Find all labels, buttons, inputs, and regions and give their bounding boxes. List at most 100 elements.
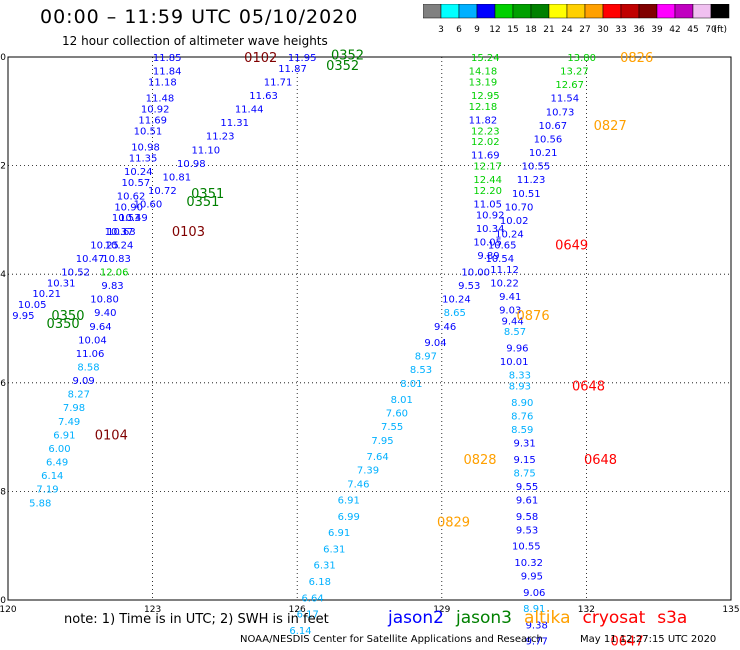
swh-data-point: 8.90: [511, 398, 533, 409]
swh-data-point: 6.99: [338, 512, 360, 523]
swh-data-point: 10.31: [47, 278, 76, 289]
y-tick-label: -50: [0, 53, 6, 63]
colorbar-tick: 9: [474, 25, 480, 35]
swh-data-point: 12.44: [473, 175, 502, 186]
colorbar-tick: 12: [489, 25, 500, 35]
colorbar-tick: 42: [669, 25, 680, 35]
swh-data-point: 6.18: [309, 577, 331, 588]
swh-data-point: 10.70: [505, 202, 534, 213]
swh-data-point: 10.05: [473, 238, 502, 249]
swh-data-point: 12.18: [469, 102, 498, 113]
swh-data-point: 10.49: [119, 213, 148, 224]
swh-data-point: 7.95: [371, 436, 393, 447]
swh-data-point: 11.10: [191, 145, 220, 156]
swh-data-point: 11.18: [148, 77, 177, 88]
swh-data-point: 10.54: [485, 254, 514, 265]
swh-data-point: 8.53: [410, 365, 432, 376]
swh-data-point: 11.48: [146, 94, 175, 105]
pass-time-label: 0828: [463, 453, 496, 468]
swh-data-point: 11.31: [220, 118, 249, 129]
swh-data-point: 11.23: [206, 132, 235, 143]
swh-data-point: 9.46: [434, 322, 456, 333]
swh-data-point: 9.61: [516, 496, 538, 507]
swh-data-point: 9.44: [501, 316, 523, 327]
swh-data-point: 12.67: [555, 80, 584, 91]
legend-entry-s3a: s3a: [657, 608, 688, 628]
colorbar-tick: 24: [561, 25, 573, 35]
swh-data-point: 10.57: [122, 178, 151, 189]
swh-data-point: 6.91: [53, 430, 75, 441]
swh-data-point: 10.24: [442, 295, 471, 306]
y-tick-label: -56: [0, 379, 6, 389]
y-tick-label: -52: [0, 162, 6, 172]
colorbar-tick: 39: [651, 25, 663, 35]
swh-data-point: 11.95: [288, 53, 317, 64]
legend-entry-jason3: jason3: [456, 608, 512, 628]
swh-data-point: 10.90: [114, 202, 143, 213]
swh-data-point: 9.58: [516, 512, 538, 523]
swh-data-point: 11.54: [551, 94, 580, 105]
swh-data-point: 9.53: [458, 281, 480, 292]
swh-data-point: 10.60: [134, 200, 163, 211]
swh-data-point: 5.88: [29, 498, 51, 509]
swh-data-point: 10.24: [124, 167, 153, 178]
swh-data-point: 8.57: [504, 327, 526, 338]
x-tick-label: 126: [289, 605, 306, 615]
colorbar-tick: 18: [525, 25, 537, 35]
swh-data-point: 6.91: [328, 528, 350, 539]
pass-time-label: 0350: [51, 309, 84, 324]
swh-data-point: 9.06: [523, 588, 545, 599]
pass-time-label: 0876: [517, 309, 550, 324]
swh-data-point: 10.67: [538, 121, 567, 132]
swh-data-point: 8.58: [77, 363, 99, 374]
pass-time-label: 0829: [437, 515, 470, 530]
swh-data-point: 11.63: [249, 91, 278, 102]
swh-data-point: 7.39: [357, 466, 379, 477]
colorbar-tick: 15: [507, 25, 518, 35]
swh-data-point: 10.73: [546, 107, 575, 118]
swh-data-point: 6.17: [297, 610, 319, 621]
swh-data-point: 8.91: [523, 604, 545, 615]
pass-time-label: 0647: [611, 635, 644, 650]
swh-data-point: 10.04: [78, 335, 107, 346]
swh-data-point: 6.14: [289, 626, 311, 637]
legend: jason2 jason3 altika cryosat s3a: [388, 608, 699, 628]
swh-data-point: 10.22: [490, 278, 519, 289]
swh-data-point: 8.65: [444, 308, 466, 319]
swh-data-point: 11.85: [153, 53, 182, 64]
legend-entry-cryosat: cryosat: [582, 608, 646, 628]
y-tick-label: -58: [0, 487, 6, 497]
y-tick-label: -54: [0, 270, 6, 280]
pass-time-label: 0648: [584, 453, 617, 468]
pass-time-label: 0104: [95, 428, 128, 443]
swh-data-point: 10.25: [90, 240, 119, 251]
swh-data-point: 11.05: [473, 200, 502, 211]
credit-text: NOAA/NESDIS Center for Satellite Applica…: [240, 634, 543, 645]
swh-data-point: 6.64: [301, 593, 323, 604]
swh-data-point: 13.19: [469, 77, 498, 88]
legend-entry-jason2: jason2: [388, 608, 444, 628]
chart-subtitle: 12 hour collection of altimeter wave hei…: [62, 34, 328, 48]
swh-data-point: 12.17: [473, 162, 502, 173]
swh-data-point: 10.63: [107, 227, 136, 238]
swh-data-point: 10.21: [529, 148, 558, 159]
swh-data-point: 10.81: [163, 172, 192, 183]
swh-data-point: 6.31: [313, 561, 335, 572]
swh-data-point: 13.27: [560, 67, 589, 78]
colorbar-tick: 21: [543, 25, 554, 35]
swh-data-point: 10.55: [522, 162, 551, 173]
swh-data-point: 11.35: [129, 153, 158, 164]
swh-data-point: 8.27: [68, 390, 90, 401]
y-tick-label: -60: [0, 596, 6, 606]
swh-data-point: 10.56: [534, 134, 563, 145]
swh-data-point: 9.09: [72, 376, 94, 387]
swh-data-point: 6.91: [338, 496, 360, 507]
pass-time-label: 0102: [244, 51, 277, 66]
colorbar-tick: 6: [456, 25, 462, 35]
pass-time-label: 0648: [572, 380, 605, 395]
swh-data-point: 9.15: [514, 455, 536, 466]
swh-data-point: 10.53: [112, 213, 141, 224]
x-tick-label: 120: [0, 605, 17, 615]
swh-data-point: 11.12: [490, 265, 519, 276]
swh-data-point: 11.44: [235, 105, 264, 116]
